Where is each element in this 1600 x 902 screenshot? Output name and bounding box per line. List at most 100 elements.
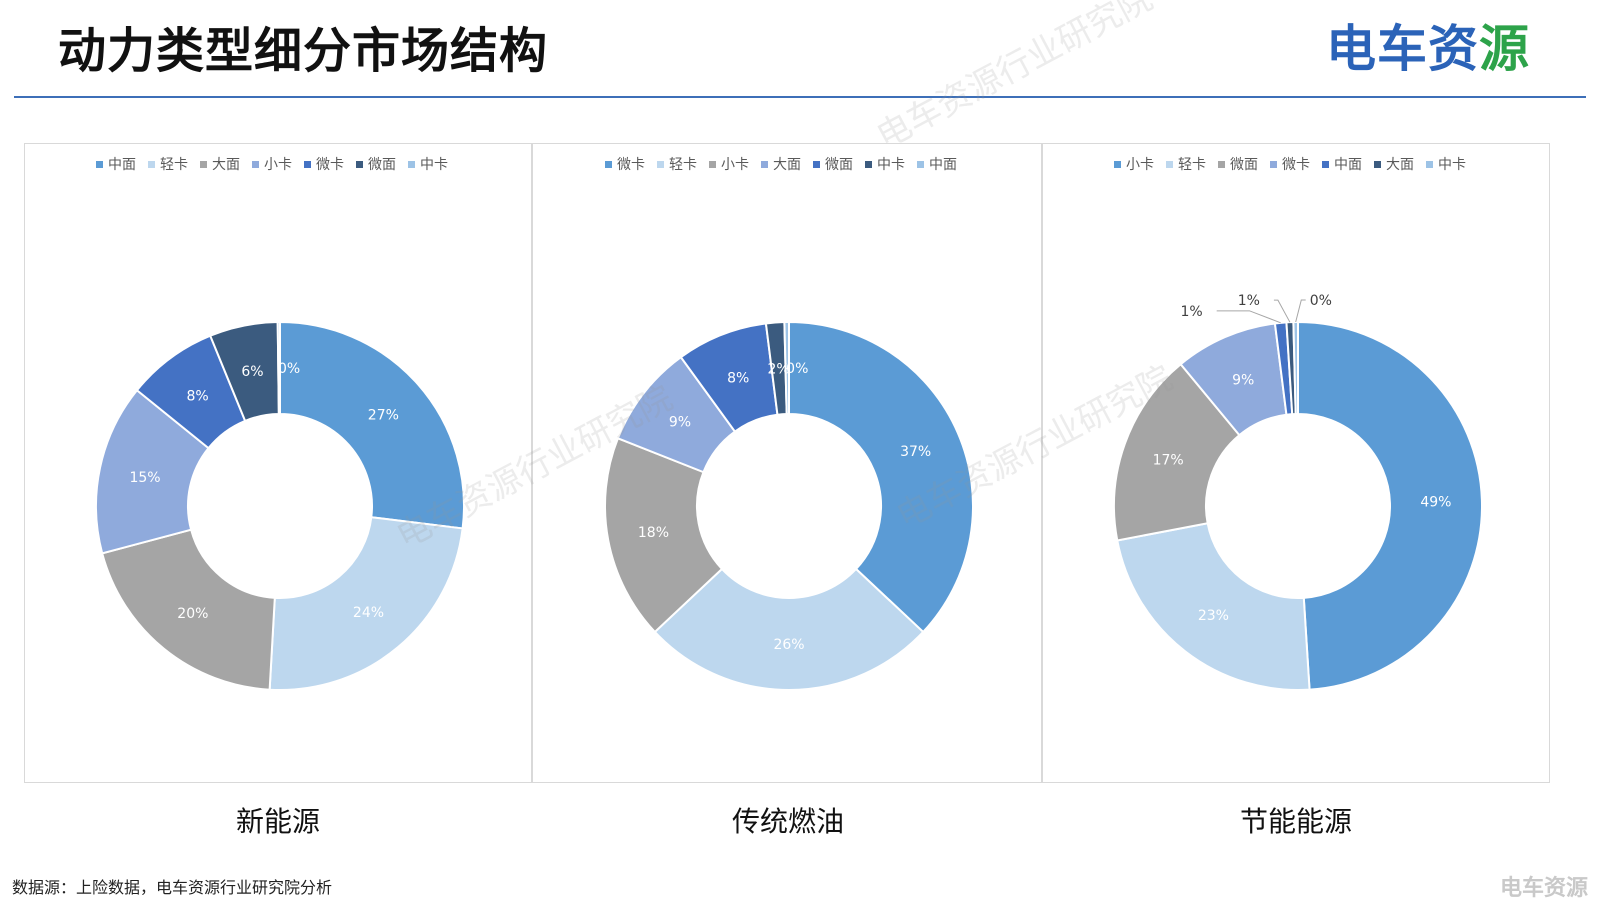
slice-label: 49%: [1420, 495, 1451, 511]
donut-slice: [653, 567, 925, 691]
donut-chart-new-energy: 中面 轻卡 大面 小卡 微卡 微面 中卡 27% 24% 20% 15% 8% 6% 0%: [95, 157, 465, 691]
slice-callout-label: 1%: [1180, 304, 1202, 320]
legend-item: 微面: [356, 157, 396, 173]
slice-label: 24%: [353, 605, 384, 621]
legend-swatch: [865, 161, 872, 168]
legend-item: 微面: [813, 157, 853, 173]
chart-legend: 小卡 轻卡 微面 微卡 中面 大面 中卡: [1114, 157, 1466, 173]
slice-callout-label: 0%: [1310, 293, 1332, 309]
slice-label: 0%: [278, 361, 300, 377]
donut-slice: [276, 320, 281, 416]
legend-item: 小卡: [252, 157, 292, 173]
legend-item: 中面: [917, 157, 957, 173]
legend-swatch: [709, 161, 716, 168]
legend-item: 中卡: [1426, 157, 1466, 173]
donut-slice: [279, 320, 465, 530]
legend-swatch: [761, 161, 768, 168]
donut-slice: [95, 388, 210, 555]
slice-label: 9%: [1232, 372, 1254, 388]
chart-panel-energy-saving: 小卡 轻卡 微面 微卡 中面 大面 中卡 49% 23% 17% 9% 1% 1% 0%: [1042, 143, 1550, 783]
donut-chart-energy-saving: 小卡 轻卡 微面 微卡 中面 大面 中卡 49% 23% 17% 9% 1% 1% 0%: [1113, 157, 1484, 691]
legend-label: 大面: [1386, 157, 1414, 173]
legend-item: 中卡: [408, 157, 448, 173]
legend-label: 小卡: [1126, 157, 1154, 173]
slice-label: 8%: [187, 388, 209, 404]
brand-logo: 电车资源: [1326, 16, 1530, 82]
legend-label: 中面: [929, 157, 957, 173]
legend-item: 中面: [96, 157, 136, 173]
brand-logo-main: 电车资: [1326, 20, 1479, 78]
chart-caption-energy-saving: 节能能源: [1239, 805, 1352, 838]
donut-slice: [1116, 522, 1311, 691]
chart-caption-new-energy: 新能源: [235, 805, 320, 838]
donut-slice: [788, 320, 974, 634]
legend-swatch: [252, 161, 259, 168]
chart-legend: 中面 轻卡 大面 小卡 微卡 微面 中卡: [96, 157, 448, 173]
slice-callout-label: 1%: [1238, 293, 1260, 309]
legend-item: 轻卡: [1166, 157, 1206, 173]
donut-slice: [1292, 320, 1299, 416]
callout-leader: [1295, 299, 1306, 323]
legend-swatch: [356, 161, 363, 168]
legend-label: 小卡: [264, 157, 292, 173]
legend-label: 中面: [1334, 157, 1362, 173]
corner-watermark: 电车资源: [1499, 876, 1588, 901]
legend-swatch: [1114, 161, 1121, 168]
slice-label: 18%: [638, 525, 669, 541]
slice-label: 23%: [1198, 608, 1229, 624]
callout-leader: [1273, 299, 1291, 323]
donut-slice: [783, 320, 790, 416]
chart-panel-traditional-fuel: 微卡 轻卡 小卡 大面 微面 中卡 中面 37% 26% 18% 9% 8% 2% 0%: [532, 143, 1042, 783]
donut-slice: [1113, 362, 1241, 542]
legend-label: 中卡: [420, 157, 448, 173]
legend-label: 轻卡: [1178, 157, 1206, 173]
brand-logo-accent: 源: [1479, 20, 1530, 78]
legend-item: 微卡: [1270, 157, 1310, 173]
legend-swatch: [200, 161, 207, 168]
legend-label: 大面: [212, 157, 240, 173]
chart-panel-new-energy: 中面 轻卡 大面 小卡 微卡 微面 中卡 27% 24% 20% 15% 8% 6% 0%: [24, 143, 532, 783]
legend-item: 微卡: [304, 157, 344, 173]
legend-swatch: [1218, 161, 1225, 168]
legend-label: 中卡: [877, 157, 905, 173]
slice-label: 9%: [669, 414, 691, 430]
slice-label: 17%: [1153, 452, 1184, 468]
legend-label: 大面: [773, 157, 801, 173]
legend-label: 中卡: [1438, 157, 1466, 173]
callout-leader: [1216, 310, 1281, 324]
slice-label: 2%: [767, 361, 789, 377]
legend-item: 小卡: [709, 157, 749, 173]
legend-label: 中面: [108, 157, 136, 173]
legend-item: 微卡: [605, 157, 645, 173]
legend-label: 微面: [1230, 157, 1258, 173]
legend-item: 轻卡: [148, 157, 188, 173]
slice-label: 6%: [241, 364, 263, 380]
slice-label: 37%: [900, 444, 931, 460]
slice-label: 26%: [773, 637, 804, 653]
legend-swatch: [304, 161, 311, 168]
legend-swatch: [917, 161, 924, 168]
legend-item: 大面: [761, 157, 801, 173]
legend-item: 轻卡: [657, 157, 697, 173]
legend-label: 微面: [825, 157, 853, 173]
chart-caption-traditional-fuel: 传统燃油: [731, 805, 844, 838]
donut-chart-traditional-fuel: 微卡 轻卡 小卡 大面 微面 中卡 中面 37% 26% 18% 9% 8% 2%0%: [604, 157, 974, 691]
legend-swatch: [1426, 161, 1433, 168]
legend-item: 中面: [1322, 157, 1362, 173]
source-note: 数据源：上险数据，电车资源行业研究院分析: [12, 878, 333, 897]
legend-label: 微面: [368, 157, 396, 173]
legend-label: 微卡: [1282, 157, 1310, 173]
slice-label: 20%: [177, 606, 208, 622]
watermark: 电车资源行业研究院: [870, 0, 1160, 158]
slice-label: 8%: [727, 371, 749, 387]
legend-swatch: [148, 161, 155, 168]
legend-swatch: [605, 161, 612, 168]
legend-swatch: [96, 161, 103, 168]
legend-item: 大面: [1374, 157, 1414, 173]
legend-item: 大面: [200, 157, 240, 173]
title-divider: [14, 96, 1586, 98]
donut-slice: [1297, 320, 1484, 691]
legend-label: 小卡: [721, 157, 749, 173]
legend-label: 轻卡: [669, 157, 697, 173]
legend-label: 微卡: [617, 157, 645, 173]
